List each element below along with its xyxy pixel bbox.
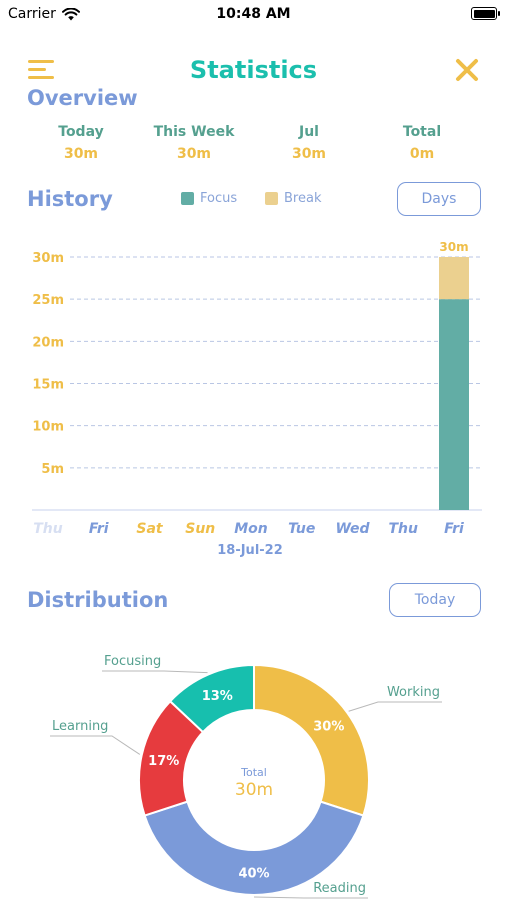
hamburger-icon-line-1 <box>28 60 54 63</box>
donut-label-focusing: Focusing <box>104 654 161 669</box>
y-tick-label: 25m <box>32 293 64 308</box>
bar-value-label: 30m <box>439 240 468 254</box>
x-tick-label: Fri <box>444 521 464 537</box>
distribution-donut-chart: 30% 40% 17% 13% Working Reading Learning Focus… <box>50 654 442 899</box>
callout-line <box>102 670 208 674</box>
page-title: Statistics <box>189 56 318 84</box>
x-tick-label: Fri <box>89 521 109 537</box>
callout-line <box>253 896 368 899</box>
overview-total-label: Total <box>402 124 442 140</box>
history-range-button[interactable]: Days <box>397 182 481 216</box>
carrier-label: Carrier <box>8 6 56 22</box>
legend-focus-swatch <box>181 192 194 205</box>
history-bar-chart: 5m 10m 15m 20m 25m 30m 30m Thu Fri Sat Sun Mon Tue… <box>32 240 482 558</box>
donut-slice-working[interactable] <box>253 663 370 817</box>
legend-focus-label: Focus <box>200 191 238 206</box>
donut-center-value: 30m <box>235 780 273 800</box>
y-tick-label: 20m <box>32 335 64 350</box>
x-tick-label: Mon <box>234 521 268 537</box>
legend-break-swatch <box>265 192 278 205</box>
overview-this-week-value: 30m <box>176 146 212 162</box>
callout-line <box>50 735 141 755</box>
history-date-label: 18-Jul-22 <box>217 543 283 558</box>
overview-month-value: 30m <box>291 146 327 162</box>
overview-total-value: 0m <box>409 146 435 162</box>
overview-this-week-label: This Week <box>153 124 235 140</box>
x-tick-label: Tue <box>288 521 315 537</box>
battery-icon <box>471 7 500 20</box>
bar-focus[interactable] <box>439 299 469 510</box>
overview-today: Today 30m <box>21 124 141 162</box>
status-bar: Carrier 10:48 AM <box>0 0 507 30</box>
carrier-indicator: Carrier <box>8 6 80 22</box>
overview-today-label: Today <box>58 124 104 140</box>
donut-percent-label: 40% <box>238 867 269 882</box>
hamburger-icon-line-3 <box>28 76 54 79</box>
overview-title: Overview <box>27 86 138 110</box>
wifi-icon <box>61 7 80 20</box>
legend-focus: Focus <box>181 191 237 206</box>
callout-line <box>348 701 442 712</box>
y-tick-label: 15m <box>32 378 64 393</box>
donut-percent-label: 30% <box>313 720 344 735</box>
hamburger-icon-line-2 <box>28 68 46 71</box>
x-tick-label: Sun <box>185 521 215 537</box>
legend-break: Break <box>265 191 321 206</box>
x-tick-label: Thu <box>33 521 63 537</box>
overview-this-week: This Week 30m <box>134 124 254 162</box>
legend-break-label: Break <box>284 191 322 206</box>
close-icon[interactable] <box>455 58 479 82</box>
y-tick-label: 5m <box>41 462 64 477</box>
bar-break[interactable] <box>439 257 469 300</box>
donut-percent-label: 17% <box>148 754 179 769</box>
x-tick-label: Thu <box>389 521 419 537</box>
overview-month: Jul 30m <box>249 124 369 162</box>
overview-month-label: Jul <box>299 124 319 140</box>
x-tick-label: Sat <box>136 521 164 537</box>
y-tick-label: 10m <box>32 420 64 435</box>
history-title: History <box>27 187 113 211</box>
distribution-range-button[interactable]: Today <box>389 583 481 617</box>
donut-slice-focusing[interactable] <box>168 663 255 734</box>
donut-label-working: Working <box>387 685 440 700</box>
donut-slice-reading[interactable] <box>143 800 365 896</box>
overview-total: Total 0m <box>362 124 482 162</box>
x-tick-label: Wed <box>335 521 370 537</box>
overview-today-value: 30m <box>63 146 99 162</box>
menu-button[interactable] <box>28 60 54 82</box>
donut-center-label: Total <box>240 766 267 779</box>
donut-percent-label: 13% <box>202 689 233 704</box>
distribution-title: Distribution <box>27 588 169 612</box>
y-tick-label: 30m <box>32 251 64 266</box>
status-time: 10:48 AM <box>216 6 291 22</box>
donut-label-reading: Reading <box>313 881 366 896</box>
donut-label-learning: Learning <box>52 719 108 734</box>
